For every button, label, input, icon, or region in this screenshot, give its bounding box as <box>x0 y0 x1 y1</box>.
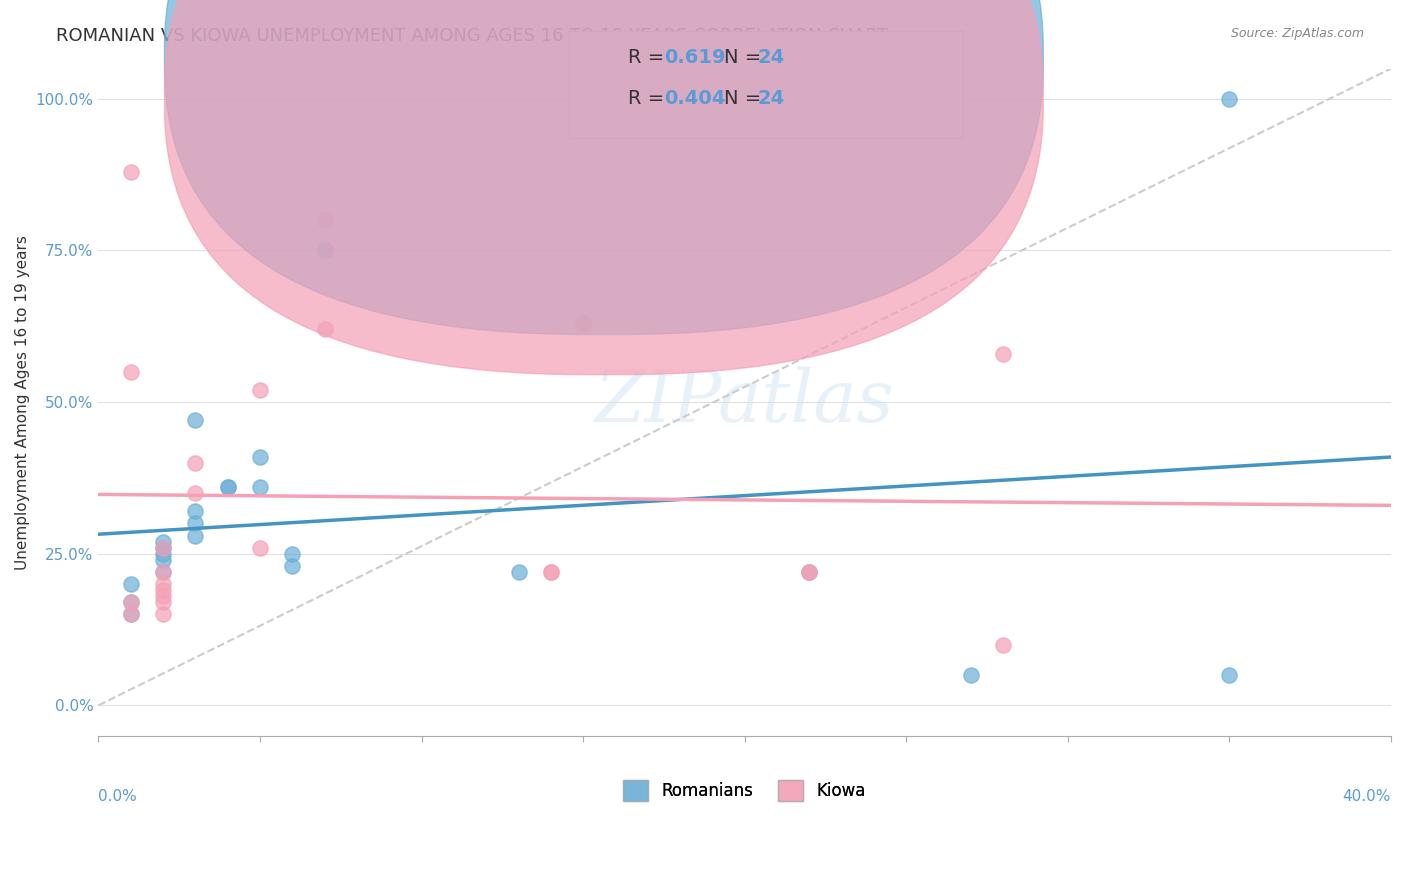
Point <box>249 450 271 464</box>
Point <box>249 383 271 397</box>
Text: 0.404: 0.404 <box>664 88 725 108</box>
Point <box>572 316 595 330</box>
Point <box>540 565 562 579</box>
Point <box>184 413 207 427</box>
Legend: Romanians, Kiowa: Romanians, Kiowa <box>617 773 873 807</box>
Point <box>120 365 142 379</box>
Text: R =: R = <box>628 88 671 108</box>
Point <box>184 504 207 518</box>
Point <box>184 456 207 470</box>
Point <box>152 583 174 598</box>
Point <box>249 480 271 494</box>
Point <box>120 595 142 609</box>
Point <box>217 480 239 494</box>
Point <box>152 595 174 609</box>
Text: 24: 24 <box>758 48 785 68</box>
Point <box>120 164 142 178</box>
Point <box>152 607 174 622</box>
Text: N =: N = <box>724 88 768 108</box>
Text: 0.619: 0.619 <box>664 48 725 68</box>
Text: 40.0%: 40.0% <box>1343 789 1391 804</box>
Point <box>120 607 142 622</box>
Text: R =: R = <box>628 48 671 68</box>
Point <box>184 516 207 531</box>
Text: 0.0%: 0.0% <box>98 789 138 804</box>
Point <box>217 480 239 494</box>
Point <box>120 607 142 622</box>
Point <box>799 565 821 579</box>
Point <box>993 346 1015 360</box>
Point <box>120 595 142 609</box>
Point <box>314 244 336 258</box>
Point <box>152 577 174 591</box>
Point <box>184 528 207 542</box>
Point <box>314 322 336 336</box>
Point <box>120 577 142 591</box>
Point <box>281 547 304 561</box>
Text: ROMANIAN VS KIOWA UNEMPLOYMENT AMONG AGES 16 TO 19 YEARS CORRELATION CHART: ROMANIAN VS KIOWA UNEMPLOYMENT AMONG AGE… <box>56 27 889 45</box>
Point <box>184 486 207 500</box>
Point <box>281 558 304 573</box>
Point <box>152 565 174 579</box>
Text: 24: 24 <box>758 88 785 108</box>
Point <box>152 534 174 549</box>
Text: ZIPatlas: ZIPatlas <box>595 367 894 437</box>
Point <box>249 541 271 555</box>
Point <box>960 668 983 682</box>
Y-axis label: Unemployment Among Ages 16 to 19 years: Unemployment Among Ages 16 to 19 years <box>15 235 30 570</box>
Point <box>799 565 821 579</box>
Point <box>152 589 174 603</box>
Point <box>1218 92 1240 106</box>
Point <box>1218 668 1240 682</box>
Point <box>152 541 174 555</box>
Point <box>993 638 1015 652</box>
Text: Source: ZipAtlas.com: Source: ZipAtlas.com <box>1230 27 1364 40</box>
Point <box>314 213 336 227</box>
Point <box>152 565 174 579</box>
Point <box>540 565 562 579</box>
Text: N =: N = <box>724 48 768 68</box>
Point <box>508 565 530 579</box>
Point <box>152 553 174 567</box>
Point <box>152 541 174 555</box>
Point <box>799 565 821 579</box>
Point <box>152 547 174 561</box>
